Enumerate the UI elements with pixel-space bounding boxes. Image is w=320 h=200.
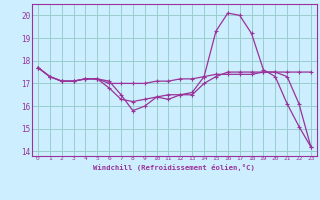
X-axis label: Windchill (Refroidissement éolien,°C): Windchill (Refroidissement éolien,°C) bbox=[93, 164, 255, 171]
